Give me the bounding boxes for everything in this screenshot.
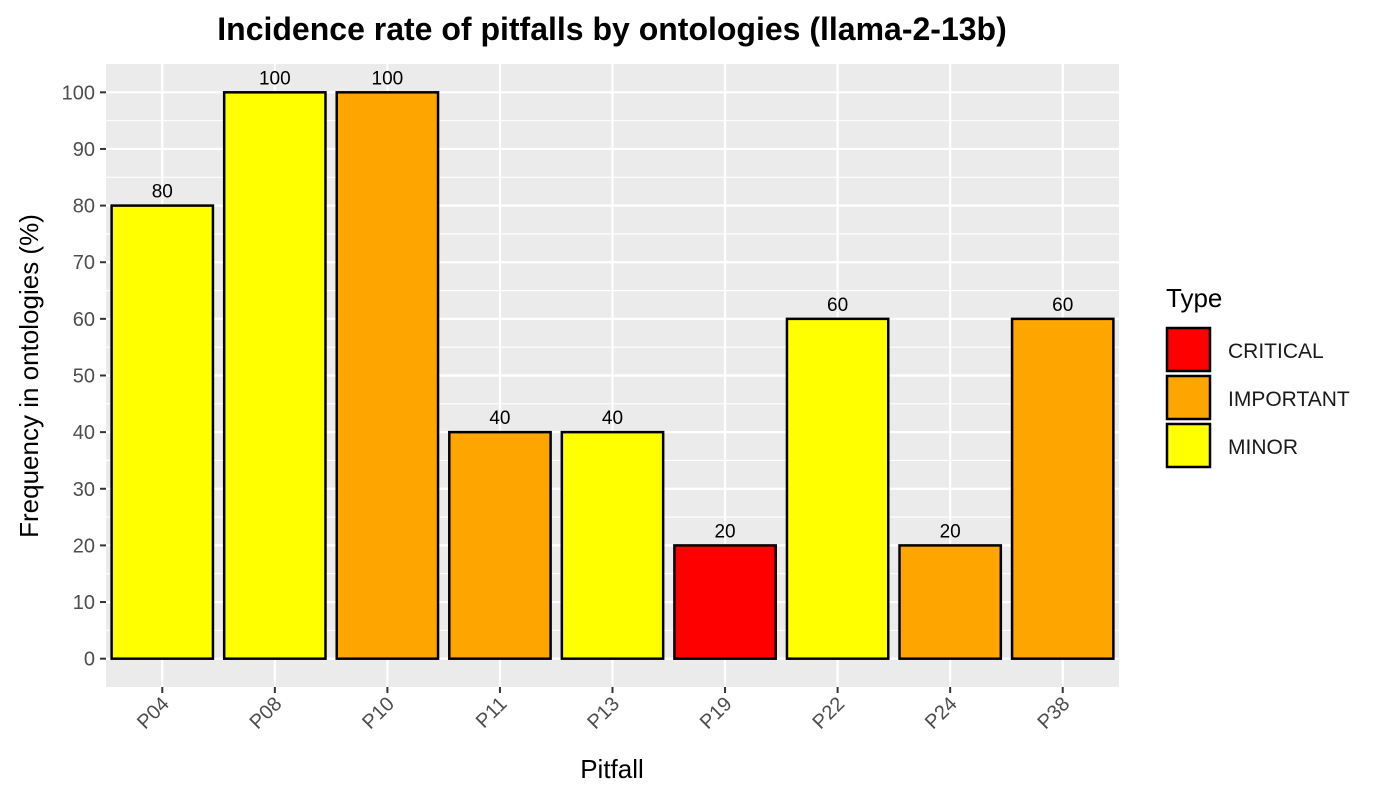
y-tick-label: 50: [73, 366, 95, 388]
legend-key-minor: [1165, 422, 1212, 469]
legend-label-important: IMPORTANT: [1228, 388, 1350, 411]
bar-p19: [673, 544, 777, 660]
y-axis: 0 10 20 30 40 50 60 70 80 90 100: [62, 82, 106, 671]
y-tick-label: 10: [73, 592, 95, 614]
x-axis-title: Pitfall: [580, 754, 644, 784]
bar-p38: [1010, 317, 1115, 660]
x-tick-label: P13: [583, 693, 624, 734]
data-label-p22: 60: [827, 295, 848, 316]
bar-p10: [335, 91, 440, 660]
y-tick-label: 20: [73, 535, 95, 557]
legend-title: Type: [1166, 283, 1222, 313]
y-tick-label: 100: [62, 82, 95, 104]
y-tick-label: 40: [73, 422, 95, 444]
x-tick-label: P04: [133, 693, 174, 734]
bar-p22: [785, 317, 890, 660]
bars: [110, 91, 1115, 660]
data-label-p08: 100: [259, 68, 291, 89]
y-tick-label: 70: [73, 252, 95, 274]
data-label-p19: 20: [714, 521, 735, 542]
y-tick-label: 60: [73, 309, 95, 331]
legend-key-critical: [1165, 326, 1212, 373]
data-label-p13: 40: [602, 408, 623, 429]
data-label-p04: 80: [152, 182, 173, 203]
data-label-p24: 20: [940, 521, 961, 542]
x-tick-label: P22: [808, 693, 849, 734]
y-tick-label: 80: [73, 196, 95, 218]
x-tick-label: P10: [358, 693, 399, 734]
x-axis: P04 P08 P10 P11 P13 P19 P22 P24 P38: [133, 687, 1074, 734]
legend-key-important: [1165, 374, 1212, 421]
data-label-p11: 40: [489, 408, 510, 429]
bar-p08: [222, 91, 327, 660]
data-label-p10: 100: [372, 68, 404, 89]
bar-p24: [898, 544, 1003, 660]
legend: Type CRITICAL IMPORTANT MINOR: [1165, 283, 1350, 469]
bar-p13: [560, 430, 665, 660]
legend-label-minor: MINOR: [1228, 436, 1298, 459]
bar-p11: [448, 430, 552, 660]
data-label-p38: 60: [1052, 295, 1073, 316]
y-tick-label: 0: [84, 649, 95, 671]
x-tick-label: P24: [921, 693, 962, 734]
x-tick-label: P11: [472, 693, 512, 733]
bar-p04: [110, 204, 215, 660]
legend-label-critical: CRITICAL: [1228, 340, 1324, 363]
y-tick-label: 90: [73, 139, 95, 161]
data-labels: 80 100 100 40 40 20 60 20 60: [152, 68, 1074, 542]
x-tick-label: P19: [696, 693, 737, 734]
chart-title: Incidence rate of pitfalls by ontologies…: [217, 11, 1006, 47]
y-tick-label: 30: [73, 479, 95, 501]
y-axis-title: Frequency in ontologies (%): [14, 214, 44, 538]
x-tick-label: P08: [246, 693, 287, 734]
x-tick-label: P38: [1034, 693, 1075, 734]
